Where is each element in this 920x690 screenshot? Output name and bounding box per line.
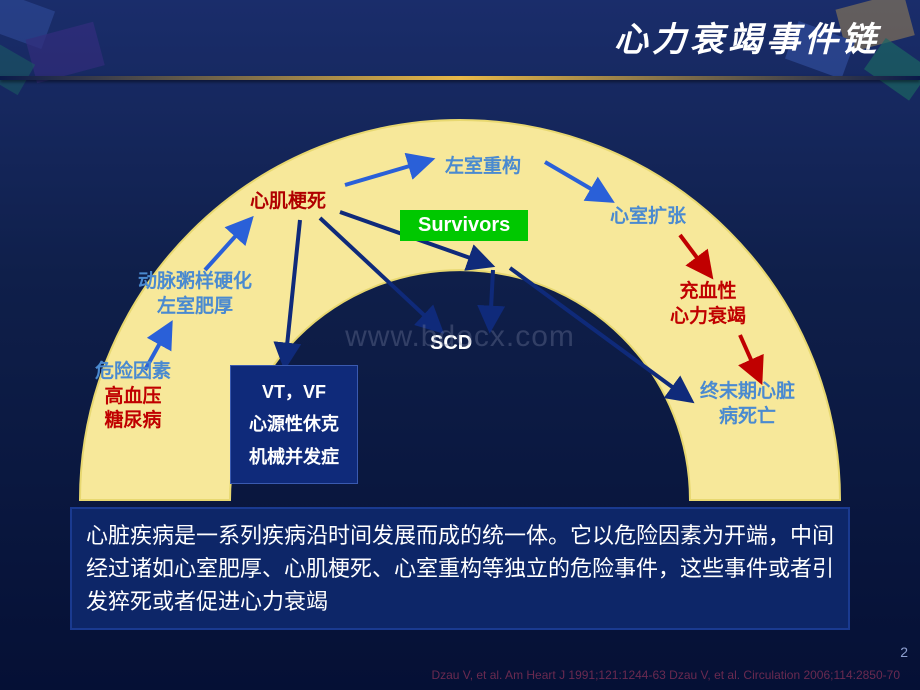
caption-box: 心脏疾病是一系列疾病沿时间发展而成的统一体。它以危险因素为开端，中间经过诸如心室…: [70, 507, 850, 630]
page-title: 心力衰竭事件链: [614, 12, 880, 61]
node-risk: 危险因素高血压糖尿病: [95, 360, 171, 434]
node-endstage: 终末期心脏病死亡: [700, 380, 795, 429]
page-number: 2: [900, 644, 908, 660]
complication-line: VT，VF: [249, 376, 339, 408]
citation-text: Dzau V, et al. Am Heart J 1991;121:1244-…: [431, 668, 900, 682]
diagram-stage: 危险因素高血压糖尿病 动脉粥样硬化左室肥厚 心肌梗死 左室重构心室扩张充血性心力衰竭终…: [0, 100, 920, 510]
node-remodel: 左室重构: [445, 155, 521, 180]
complications-box: VT，VF心源性休克机械并发症: [230, 365, 358, 484]
complication-line: 机械并发症: [249, 441, 339, 473]
scd-label: SCD: [430, 332, 472, 355]
survivors-badge: Survivors: [400, 210, 528, 241]
node-mi: 心肌梗死: [250, 190, 326, 215]
title-underline: [0, 76, 920, 80]
node-chf: 充血性心力衰竭: [670, 280, 746, 329]
complication-line: 心源性休克: [249, 408, 339, 440]
node-athero: 动脉粥样硬化左室肥厚: [138, 270, 252, 319]
node-dilate: 心室扩张: [610, 205, 686, 230]
